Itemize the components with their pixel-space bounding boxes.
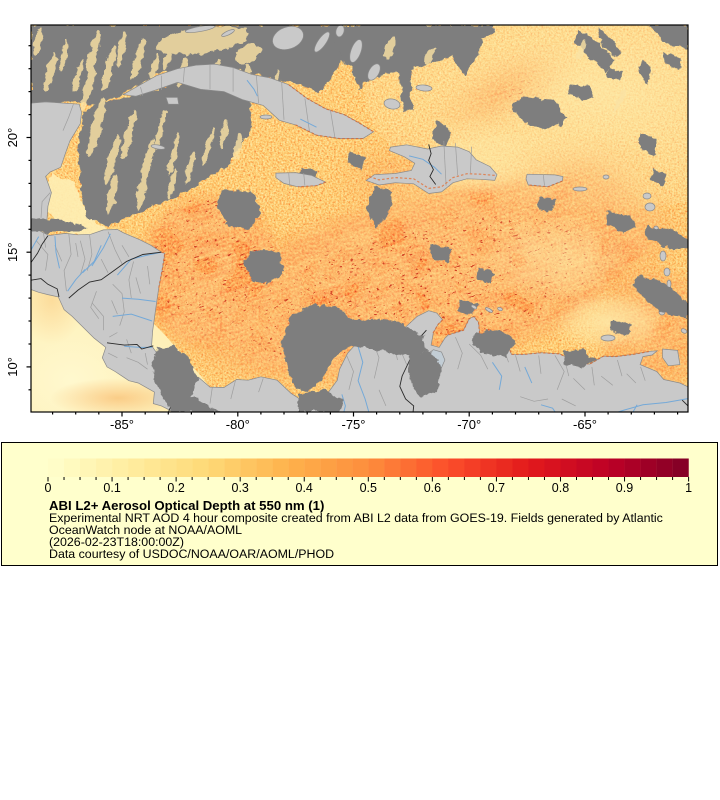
svg-text:1: 1 (685, 481, 692, 495)
svg-text:OceanWatch node at NOAA/AOML: OceanWatch node at NOAA/AOML (49, 523, 242, 537)
svg-text:Data courtesy of USDOC/NOAA/OA: Data courtesy of USDOC/NOAA/OAR/AOML/PHO… (49, 547, 334, 561)
svg-text:-75°: -75° (342, 417, 366, 432)
svg-text:0.1: 0.1 (103, 481, 120, 495)
svg-text:(2026-02-23T18:00:00Z): (2026-02-23T18:00:00Z) (49, 535, 184, 549)
svg-text:0.5: 0.5 (360, 481, 377, 495)
svg-text:ABI L2+ Aerosol Optical Depth: ABI L2+ Aerosol Optical Depth at 550 nm … (49, 498, 324, 513)
svg-text:0.4: 0.4 (296, 481, 313, 495)
svg-text:0.8: 0.8 (552, 481, 569, 495)
svg-text:0.7: 0.7 (488, 481, 505, 495)
svg-text:-65°: -65° (573, 417, 597, 432)
svg-text:0.6: 0.6 (424, 481, 441, 495)
svg-text:0.9: 0.9 (616, 481, 633, 495)
svg-text:20°: 20° (5, 128, 20, 148)
svg-text:Experimental NRT AOD 4 hour co: Experimental NRT AOD 4 hour composite cr… (49, 511, 663, 525)
svg-text:10°: 10° (5, 357, 20, 377)
svg-text:0.3: 0.3 (232, 481, 249, 495)
svg-text:-70°: -70° (457, 417, 481, 432)
svg-text:0: 0 (45, 481, 52, 495)
svg-text:0.2: 0.2 (167, 481, 184, 495)
svg-text:-80°: -80° (226, 417, 250, 432)
svg-text:15°: 15° (5, 242, 20, 262)
svg-text:-85°: -85° (110, 417, 134, 432)
